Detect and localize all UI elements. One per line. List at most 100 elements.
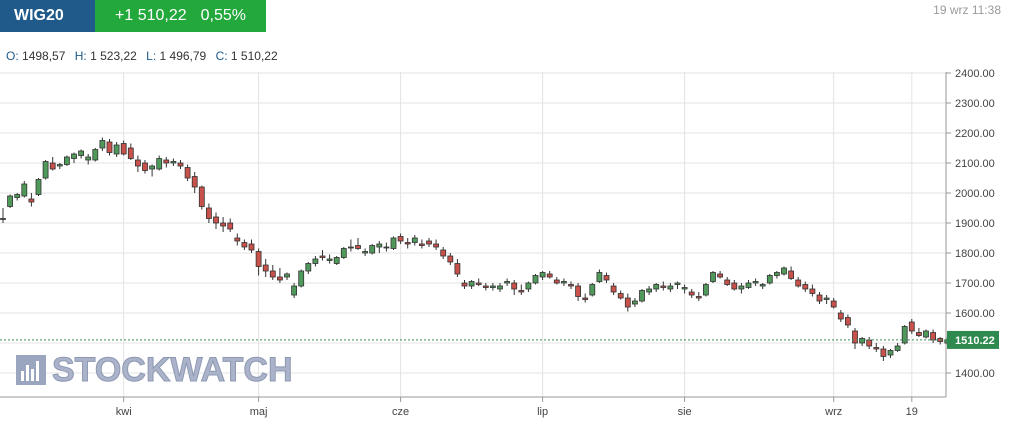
watermark-text: STOCKWATCH bbox=[52, 350, 294, 389]
candle-body bbox=[262, 264, 269, 272]
change-percent: 0,55% bbox=[200, 7, 246, 24]
candle-body bbox=[837, 312, 844, 320]
candle-body bbox=[454, 263, 461, 275]
candle-body bbox=[894, 345, 901, 351]
candle-body bbox=[241, 242, 248, 248]
candle-body bbox=[859, 338, 865, 344]
y-tick-label: 2300.00 bbox=[955, 98, 995, 110]
candle-body bbox=[461, 282, 468, 287]
quote-header: WIG20 +1 510,22 0,55% 19 wrz 11:38 bbox=[0, 0, 1009, 32]
candle-body bbox=[383, 246, 390, 249]
candle-body bbox=[248, 243, 255, 251]
x-tick-label: kwi bbox=[116, 406, 132, 418]
candle-body bbox=[901, 326, 908, 344]
ticker-symbol[interactable]: WIG20 bbox=[0, 0, 95, 32]
candle-body bbox=[504, 281, 511, 284]
candle-body bbox=[305, 263, 312, 272]
quote-timestamp: 19 wrz 11:38 bbox=[933, 3, 1001, 17]
candle-body bbox=[113, 144, 120, 155]
candle-body bbox=[42, 161, 49, 179]
candle-body bbox=[447, 255, 454, 263]
candle-body bbox=[149, 165, 156, 170]
candle-body bbox=[546, 273, 553, 278]
y-tick-label: 1400.00 bbox=[955, 368, 995, 380]
candle-body bbox=[610, 285, 617, 293]
candle-body bbox=[916, 332, 922, 336]
candle-body bbox=[78, 150, 84, 156]
ohlc-close-value: 1 510,22 bbox=[230, 49, 278, 63]
candle-body bbox=[880, 348, 887, 357]
candle-body bbox=[830, 300, 837, 308]
candle-body bbox=[319, 255, 326, 258]
ohlc-high: H: 1 523,22 bbox=[75, 49, 137, 63]
current-price-label: 1510.22 bbox=[955, 335, 995, 347]
candle-body bbox=[7, 195, 13, 207]
candle-body bbox=[340, 248, 347, 258]
candle-body bbox=[127, 147, 134, 159]
candle-body bbox=[227, 222, 234, 230]
ohlc-low-value: 1 496,79 bbox=[159, 49, 207, 63]
candle-body bbox=[511, 282, 518, 290]
candle-body bbox=[362, 251, 369, 254]
candle-body bbox=[852, 330, 858, 344]
ohlc-readout: O: 1498,57 H: 1 523,22 L: 1 496,79 C: 1 … bbox=[6, 49, 284, 63]
candle-body bbox=[731, 282, 738, 290]
candle-body bbox=[788, 270, 794, 279]
candle-body bbox=[887, 350, 894, 356]
x-tick-label: maj bbox=[250, 406, 268, 418]
candle-body bbox=[582, 297, 589, 300]
candle-body bbox=[518, 290, 525, 293]
candle-body bbox=[198, 186, 205, 207]
ohlc-high-label: H: bbox=[74, 49, 87, 63]
candle-body bbox=[816, 294, 823, 302]
candle-body bbox=[355, 245, 361, 249]
candle-body bbox=[163, 159, 170, 164]
candle-body bbox=[177, 162, 184, 167]
candle-body bbox=[404, 242, 411, 245]
ohlc-close: C: 1 510,22 bbox=[216, 49, 278, 63]
candle-body bbox=[667, 285, 674, 290]
candle-body bbox=[745, 282, 752, 288]
candle-body bbox=[347, 246, 354, 249]
candle-body bbox=[617, 293, 624, 299]
candle-body bbox=[674, 282, 681, 285]
candle-body bbox=[660, 285, 667, 288]
candle-body bbox=[561, 281, 567, 284]
candle-body bbox=[269, 270, 276, 278]
ohlc-low: L: 1 496,79 bbox=[146, 49, 206, 63]
candle-body bbox=[28, 198, 35, 203]
candle-body bbox=[220, 222, 227, 227]
candle-body bbox=[92, 149, 99, 161]
candle-body bbox=[752, 281, 759, 284]
candle-body bbox=[632, 300, 638, 305]
candle-body bbox=[85, 156, 92, 161]
candle-body bbox=[681, 287, 688, 290]
candle-body bbox=[738, 285, 745, 290]
candle-body bbox=[603, 275, 610, 281]
y-tick-label: 1900.00 bbox=[955, 218, 995, 230]
candle-body bbox=[49, 162, 56, 170]
candle-body bbox=[908, 321, 915, 332]
candle-body bbox=[624, 297, 631, 308]
candle-body bbox=[213, 216, 219, 224]
candle-body bbox=[291, 285, 298, 296]
candle-body bbox=[35, 179, 42, 195]
candle-body bbox=[845, 317, 851, 326]
candle-body bbox=[766, 275, 773, 284]
x-tick-label: lip bbox=[537, 406, 548, 418]
candle-body bbox=[170, 161, 177, 164]
candlestick-chart[interactable]: 1400.001500.001600.001700.001800.001900.… bbox=[0, 64, 1009, 422]
candle-body bbox=[120, 143, 127, 155]
candle-body bbox=[312, 258, 319, 264]
candle-body bbox=[710, 272, 716, 282]
candle-body bbox=[369, 245, 376, 254]
candle-body bbox=[21, 183, 28, 197]
candle-body bbox=[333, 257, 340, 264]
ohlc-open-label: O: bbox=[6, 49, 19, 63]
candle-body bbox=[596, 272, 603, 282]
candle-body bbox=[390, 237, 397, 249]
current-price-tag bbox=[947, 330, 999, 349]
candle-body bbox=[759, 284, 766, 287]
candle-body bbox=[99, 140, 106, 149]
candle-body bbox=[703, 284, 709, 296]
